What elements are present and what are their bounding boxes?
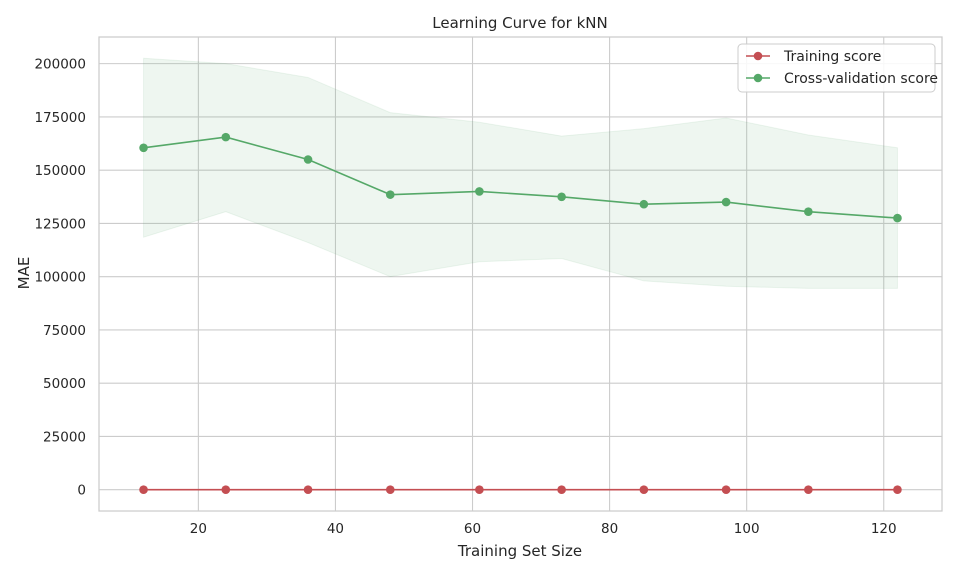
x-tick-label: 60 [464, 521, 481, 537]
y-tick-label: 200000 [34, 57, 86, 73]
data-point [139, 143, 148, 153]
data-point [385, 485, 395, 494]
data-point [893, 485, 902, 494]
data-point [475, 187, 484, 196]
legend-marker [753, 73, 763, 83]
data-point [303, 485, 313, 494]
legend-label: Cross-validation score [784, 71, 938, 87]
y-axis-title: MAE [15, 257, 33, 290]
legend-box [737, 43, 936, 93]
data-point [721, 485, 731, 494]
series-lines [139, 132, 902, 494]
grid [99, 37, 942, 511]
data-point [557, 192, 566, 202]
y-tick-label: 125000 [34, 216, 86, 232]
chart-title: Learning Curve for kNN [432, 14, 607, 32]
plot-frame [98, 36, 943, 512]
data-point [221, 132, 231, 142]
legend-marker [753, 51, 763, 61]
x-tick-labels: 20 40 60 80 100 120 [190, 521, 897, 537]
data-point [639, 485, 649, 494]
data-point [303, 155, 313, 164]
data-point [221, 485, 231, 494]
legend: Training score Cross-validation score [737, 43, 938, 93]
y-tick-labels: 0 25000 50000 75000 100000 125000 150000 175000… [34, 57, 86, 499]
data-point [804, 485, 813, 494]
y-tick-label: 50000 [43, 376, 86, 392]
data-point [721, 197, 731, 207]
data-point [639, 199, 649, 209]
data-point [475, 485, 484, 494]
y-tick-label: 25000 [43, 429, 86, 445]
x-axis-title: Training Set Size [457, 542, 582, 560]
data-point [385, 190, 395, 199]
data-point [804, 207, 813, 216]
x-tick-label: 80 [601, 521, 618, 537]
y-tick-label: 100000 [34, 270, 86, 286]
y-tick-label: 150000 [34, 163, 86, 179]
x-tick-label: 40 [327, 521, 344, 537]
x-tick-label: 100 [734, 521, 760, 537]
data-point [139, 485, 148, 494]
std-band [143, 57, 898, 289]
series-line [143, 136, 898, 219]
y-tick-label: 175000 [34, 110, 86, 126]
x-tick-label: 120 [871, 521, 897, 537]
data-point [557, 485, 566, 494]
y-tick-label: 0 [77, 483, 86, 499]
y-tick-label: 75000 [43, 323, 86, 339]
legend-label: Training score [783, 49, 881, 65]
data-point [893, 213, 902, 223]
x-tick-label: 20 [190, 521, 207, 537]
